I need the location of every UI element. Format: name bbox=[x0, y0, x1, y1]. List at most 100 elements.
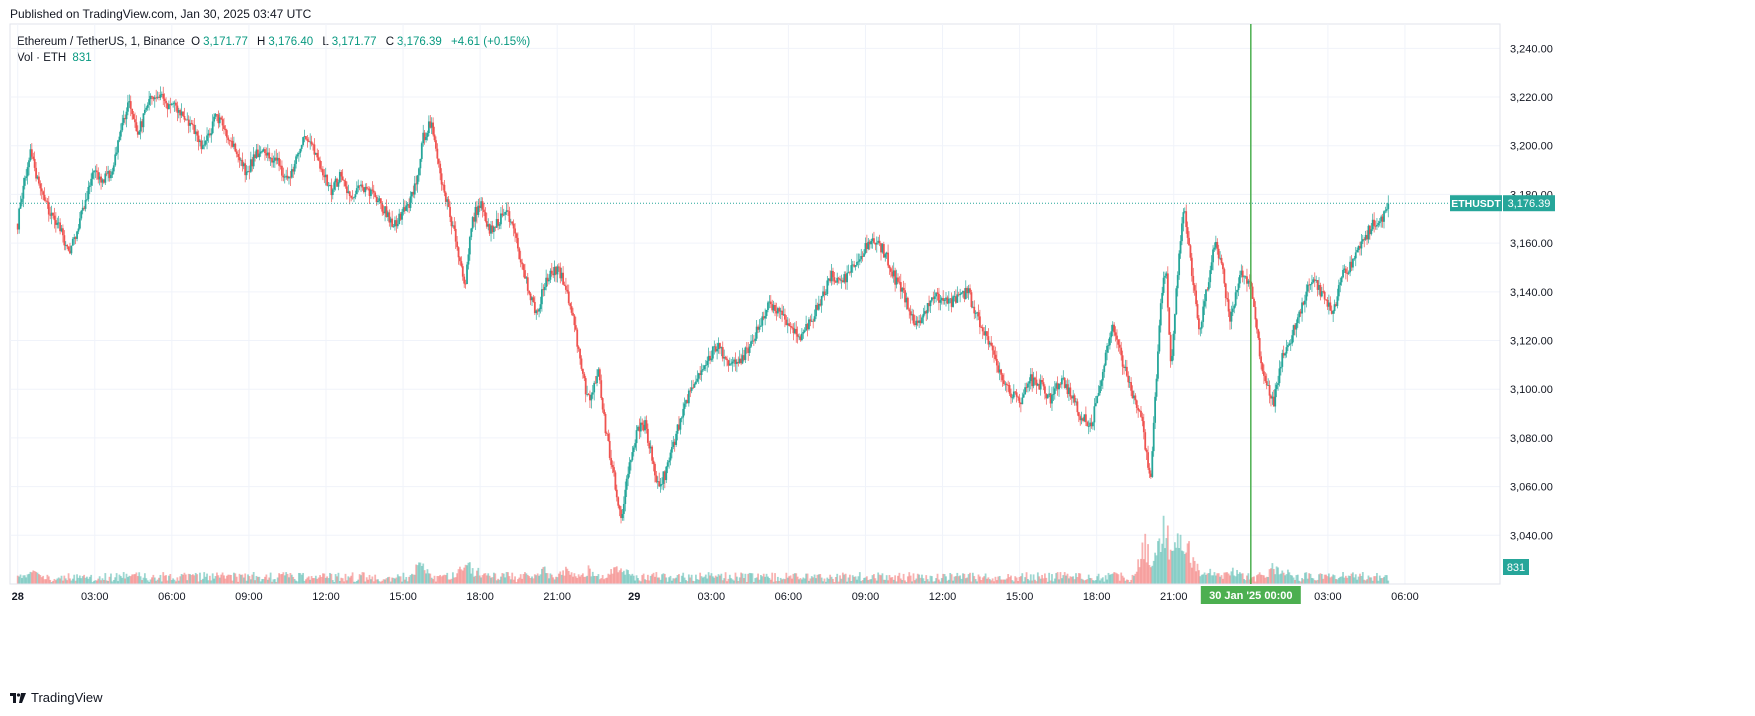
candle-body bbox=[112, 165, 115, 172]
volume-bar bbox=[378, 581, 381, 584]
volume-bar bbox=[1178, 548, 1181, 584]
volume-bar bbox=[1004, 579, 1007, 584]
symbol-title[interactable]: Ethereum / TetherUS, 1, Binance bbox=[17, 36, 185, 48]
volume-bar bbox=[803, 578, 806, 584]
candle-body bbox=[591, 392, 594, 395]
candle-body bbox=[1311, 282, 1313, 285]
candle-body bbox=[1352, 258, 1354, 268]
candle-body bbox=[1103, 365, 1106, 372]
candle-body bbox=[409, 196, 412, 208]
volume-bar bbox=[1188, 541, 1190, 584]
candle-body bbox=[863, 253, 865, 257]
candle-body bbox=[377, 200, 379, 203]
candle-body bbox=[223, 125, 225, 130]
volume-bar bbox=[849, 574, 851, 584]
candle-body bbox=[411, 191, 413, 197]
candle-body bbox=[1287, 345, 1289, 348]
candle-body bbox=[817, 303, 820, 310]
tradingview-brand[interactable]: TradingView bbox=[10, 690, 103, 705]
volume-bar bbox=[207, 580, 210, 584]
volume-bar bbox=[427, 573, 430, 584]
volume-bar bbox=[1079, 573, 1082, 584]
candle-body bbox=[1263, 371, 1265, 376]
volume-bar bbox=[877, 572, 880, 584]
candle-body bbox=[78, 218, 81, 229]
candle-body bbox=[476, 206, 478, 215]
candle-body bbox=[388, 212, 391, 223]
volume-bar bbox=[295, 580, 297, 584]
candle-body bbox=[1312, 279, 1315, 283]
volume-bar bbox=[507, 572, 509, 584]
candle-body bbox=[916, 320, 919, 323]
volume-label[interactable]: Vol · ETH bbox=[17, 52, 67, 64]
volume-bar bbox=[572, 576, 574, 584]
volume-bar bbox=[1073, 579, 1076, 584]
volume-bar bbox=[337, 572, 340, 584]
volume-bar bbox=[637, 578, 639, 584]
volume-bar bbox=[231, 580, 234, 584]
candle-body bbox=[1113, 324, 1116, 333]
candle-body bbox=[134, 119, 136, 123]
volume-bar bbox=[714, 575, 717, 584]
candle-body bbox=[1039, 380, 1042, 390]
candle-body bbox=[1152, 422, 1155, 452]
volume-bar bbox=[837, 581, 840, 584]
candle-body bbox=[912, 314, 915, 324]
volume-bar bbox=[149, 579, 152, 584]
candle-body bbox=[1008, 385, 1011, 394]
candle-body bbox=[600, 380, 603, 398]
volume-bar bbox=[1237, 573, 1240, 584]
candle-body bbox=[849, 272, 851, 274]
candle-body bbox=[923, 311, 926, 314]
volume-bar bbox=[1213, 572, 1216, 584]
volume-bar bbox=[1077, 573, 1080, 584]
candle-body bbox=[1035, 379, 1038, 386]
volume-bar bbox=[1200, 574, 1203, 584]
candle-body bbox=[557, 266, 560, 268]
candle-body bbox=[1277, 383, 1279, 385]
candle-body bbox=[1003, 380, 1005, 385]
volume-bar bbox=[463, 567, 466, 584]
candle-body bbox=[844, 274, 847, 283]
candle-body bbox=[167, 104, 170, 110]
candle-body bbox=[389, 218, 392, 223]
candle-body bbox=[54, 220, 57, 225]
candle-body bbox=[887, 252, 889, 266]
volume-bar bbox=[685, 580, 687, 584]
candle-body bbox=[549, 270, 552, 280]
candle-body bbox=[470, 228, 473, 238]
candle-body bbox=[56, 222, 59, 225]
candle-body bbox=[632, 447, 635, 453]
candle-body bbox=[234, 143, 237, 152]
candle-body bbox=[254, 154, 256, 158]
candle-body bbox=[769, 301, 772, 305]
candle-body bbox=[1093, 406, 1096, 423]
volume-bar bbox=[169, 573, 172, 584]
volume-bar bbox=[514, 576, 516, 584]
candle-body bbox=[419, 158, 422, 169]
candle-body bbox=[1079, 416, 1082, 421]
candle-body bbox=[784, 314, 786, 320]
volume-bar bbox=[775, 581, 778, 584]
volume-bar bbox=[748, 572, 751, 584]
candle-body bbox=[1387, 203, 1390, 210]
candle-body bbox=[293, 163, 296, 172]
candle-body bbox=[881, 244, 884, 253]
volume-bar bbox=[416, 565, 419, 584]
candle-body bbox=[1367, 225, 1370, 240]
volume-bar bbox=[32, 570, 35, 584]
candle-body bbox=[837, 277, 840, 279]
volume-bar bbox=[615, 566, 618, 584]
volume-bar bbox=[247, 574, 249, 584]
candle-body bbox=[500, 213, 502, 225]
price-chart[interactable]: 3,040.003,060.003,080.003,100.003,120.00… bbox=[0, 0, 1755, 690]
candle-body bbox=[954, 296, 957, 303]
volume-bar bbox=[967, 574, 970, 584]
candle-body bbox=[84, 200, 87, 209]
candle-body bbox=[139, 121, 142, 132]
candle-body bbox=[91, 172, 94, 179]
volume-bar bbox=[1090, 578, 1093, 584]
candle-body bbox=[21, 198, 23, 203]
candle-body bbox=[871, 238, 874, 241]
candle-body bbox=[1238, 275, 1241, 284]
